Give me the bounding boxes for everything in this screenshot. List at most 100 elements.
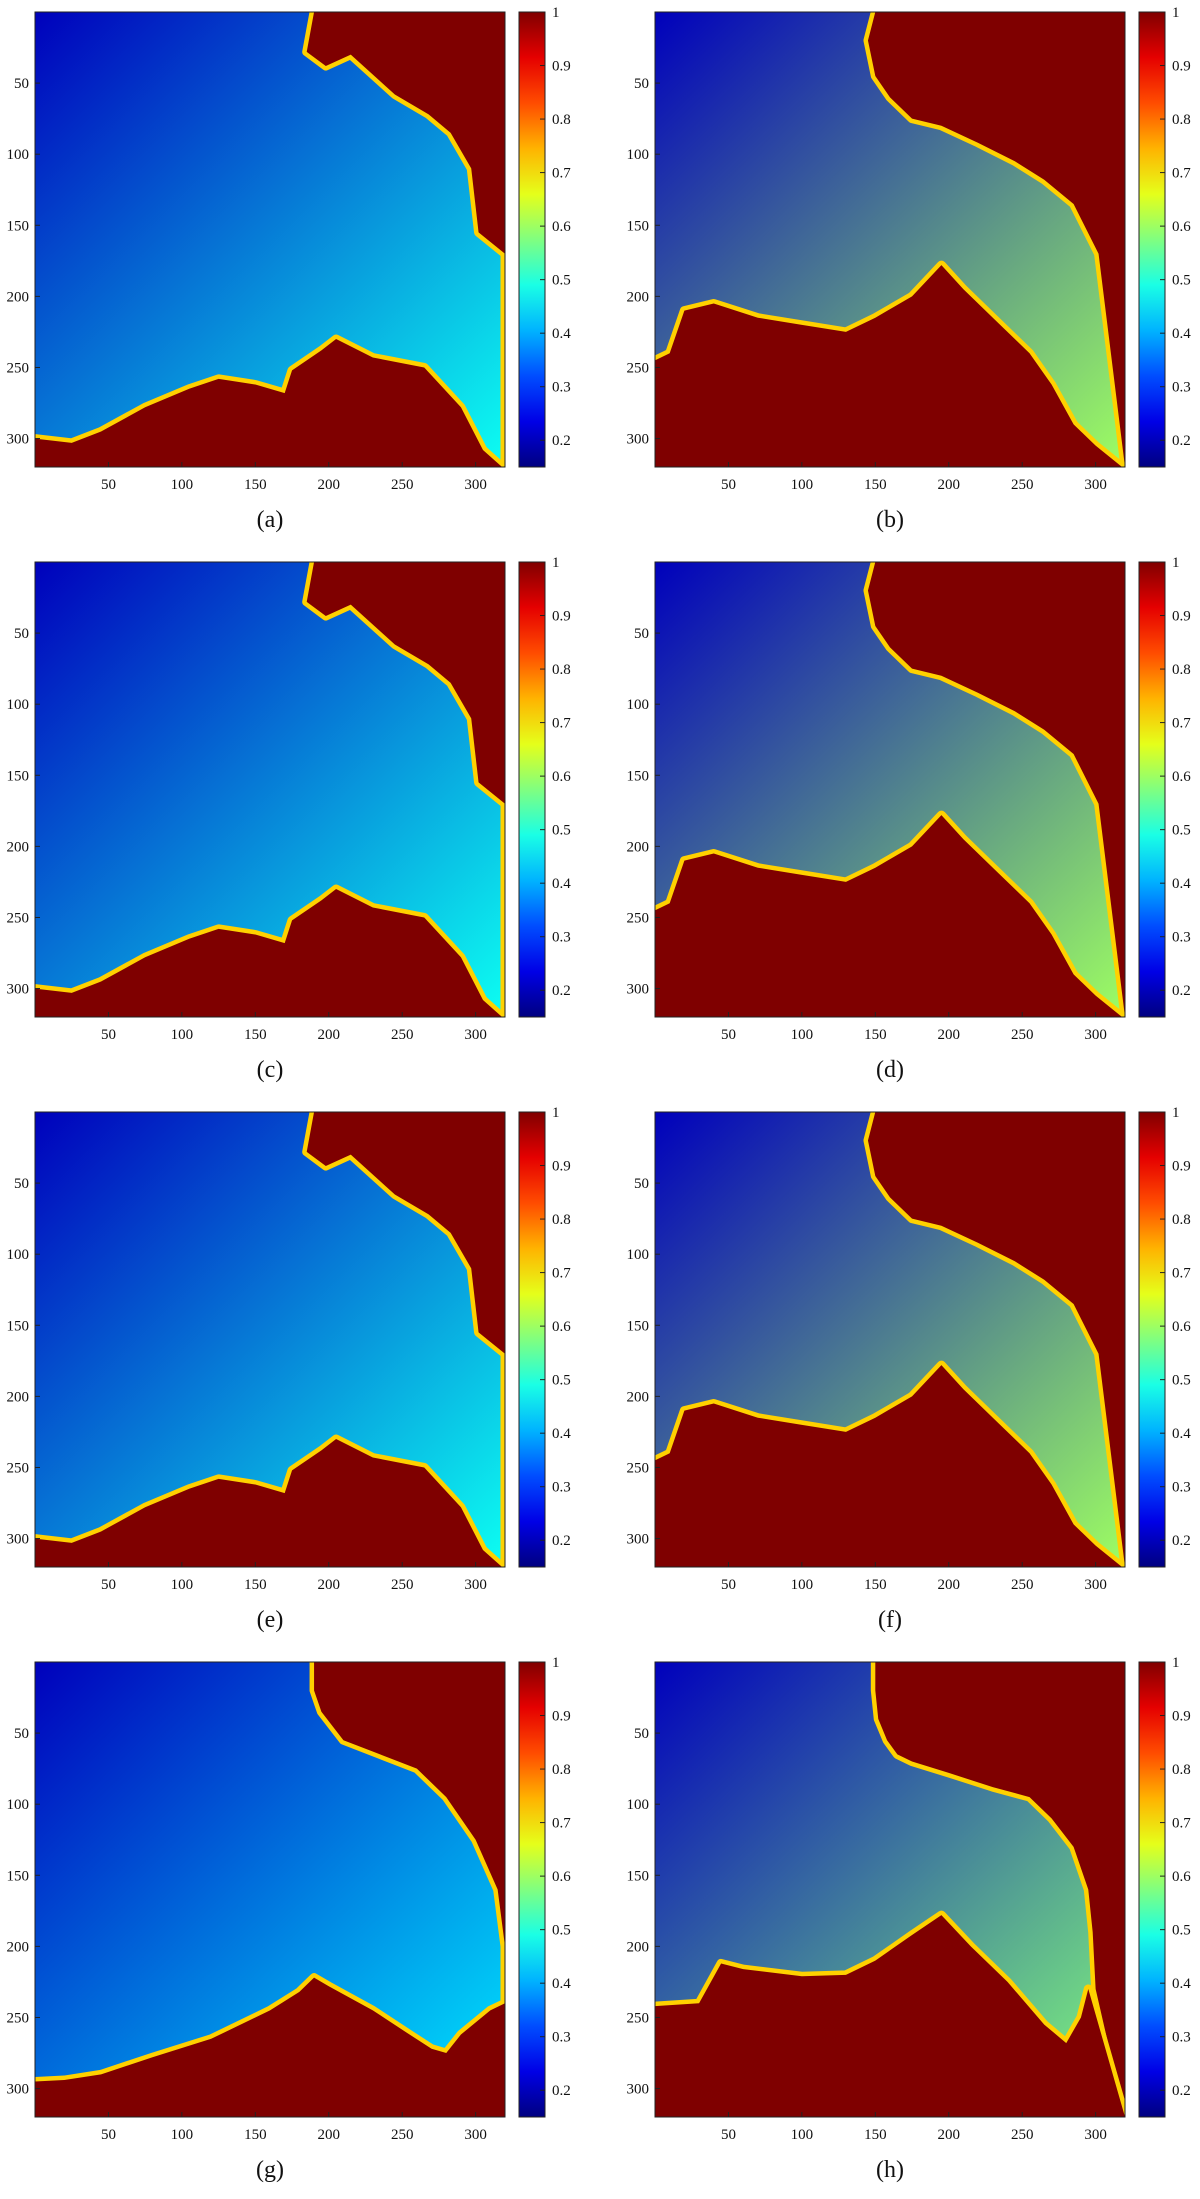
y-tick-label: 100	[7, 1247, 30, 1263]
y-tick-label: 50	[14, 76, 29, 92]
colorbar-tick-label: 0.5	[1172, 273, 1191, 289]
y-tick-label: 250	[627, 2010, 650, 2026]
x-tick-label: 300	[1084, 2127, 1107, 2143]
panel-caption: (d)	[876, 1057, 904, 1083]
colorbar-tick-label: 0.5	[552, 1373, 571, 1389]
colorbar-tick-label: 0.7	[1172, 1266, 1191, 1282]
x-tick-label: 50	[721, 477, 736, 493]
y-tick-label: 250	[627, 910, 650, 926]
x-tick-label: 100	[791, 477, 814, 493]
colorbar-tick-label: 1	[552, 555, 560, 571]
heatmap-a-plot	[35, 12, 505, 467]
colorbar-tick-label: 1	[1172, 1655, 1180, 1671]
heatmap-f-saturated-region-bottom	[655, 1365, 1125, 1567]
y-tick-label: 150	[627, 1868, 650, 1884]
x-tick-label: 150	[864, 1577, 887, 1593]
y-tick-label: 100	[627, 147, 650, 163]
colorbar-tick-label: 0.8	[1172, 1762, 1191, 1778]
colorbar-tick-label: 0.3	[1172, 1480, 1191, 1496]
x-tick-label: 150	[864, 2127, 887, 2143]
y-tick-label: 50	[14, 1726, 29, 1742]
x-tick-label: 150	[864, 1027, 887, 1043]
colorbar-tick-label: 0.7	[1172, 1816, 1191, 1832]
y-tick-label: 300	[627, 982, 650, 998]
y-tick-label: 200	[7, 1389, 30, 1405]
colorbar-tick-label: 0.6	[552, 1319, 571, 1335]
colorbar-tick-label: 0.2	[552, 433, 571, 449]
colorbar-tick-label: 0.6	[552, 769, 571, 785]
colorbar-tick-label: 0.6	[552, 219, 571, 235]
colorbar-tick-label: 0.2	[552, 1533, 571, 1549]
colorbar-tick-label: 0.4	[552, 1426, 571, 1442]
colorbar-tick-label: 0.7	[552, 166, 571, 182]
panel-caption: (c)	[257, 1057, 284, 1083]
colorbar-tick-label: 0.9	[1172, 59, 1191, 75]
colorbar-tick-label: 0.6	[1172, 219, 1191, 235]
y-tick-label: 200	[627, 1939, 650, 1955]
colorbar-tick-label: 0.3	[552, 2030, 571, 2046]
x-tick-label: 200	[318, 2127, 341, 2143]
x-tick-label: 50	[101, 477, 116, 493]
x-tick-label: 200	[938, 1027, 961, 1043]
heatmap-c-plot	[35, 562, 505, 1017]
y-tick-label: 100	[627, 1797, 650, 1813]
y-tick-label: 200	[627, 839, 650, 855]
panel-c: 50 100 150 200 250 300 50 100 150 200 250 300 0.2 0.3…	[7, 555, 572, 1083]
panel-g: 50 100 150 200 250 300 50 100 150 200 250 300 0.2 0.3…	[7, 1655, 572, 2183]
x-tick-label: 100	[171, 2127, 194, 2143]
panel-caption: (f)	[878, 1607, 902, 1633]
x-tick-label: 100	[171, 1027, 194, 1043]
panel-caption: (h)	[876, 2157, 904, 2183]
y-tick-label: 150	[7, 1868, 30, 1884]
colorbar-tick-label: 0.4	[552, 326, 571, 342]
y-tick-label: 150	[627, 768, 650, 784]
y-tick-label: 50	[634, 1176, 649, 1192]
colorbar-tick-label: 0.8	[1172, 1212, 1191, 1228]
x-tick-label: 150	[244, 1027, 267, 1043]
colorbar-tick-label: 0.9	[552, 609, 571, 625]
y-tick-label: 100	[627, 1247, 650, 1263]
y-tick-label: 250	[627, 360, 650, 376]
colorbar-g	[518, 1661, 546, 2118]
colorbar-tick-label: 0.9	[552, 59, 571, 75]
colorbar-tick-label: 0.6	[1172, 1319, 1191, 1335]
y-tick-label: 150	[7, 1318, 30, 1334]
colorbar-tick-label: 0.2	[552, 2083, 571, 2099]
heatmap-g-saturated-region-bottom	[35, 1977, 505, 2117]
colorbar-tick-label: 0.9	[1172, 1159, 1191, 1175]
heatmap-a-saturated-region-top	[306, 12, 505, 467]
y-tick-label: 200	[627, 289, 650, 305]
colorbar-tick-label: 0.7	[1172, 716, 1191, 732]
x-tick-label: 100	[791, 2127, 814, 2143]
heatmap-g-saturated-region-top	[314, 1662, 505, 2117]
colorbar-tick-label: 0.2	[1172, 1533, 1191, 1549]
colorbar-tick-label: 0.7	[552, 1266, 571, 1282]
heatmap-f-plot	[655, 1112, 1125, 1567]
y-tick-label: 50	[634, 1726, 649, 1742]
colorbar-tick-label: 0.6	[1172, 769, 1191, 785]
panel-caption: (b)	[876, 507, 904, 533]
x-tick-label: 250	[391, 1027, 414, 1043]
x-tick-label: 50	[721, 1577, 736, 1593]
heatmap-h-saturated-region-top	[875, 1662, 1125, 2117]
x-tick-label: 300	[1084, 1027, 1107, 1043]
panel-caption: (a)	[257, 507, 284, 533]
colorbar-tick-label: 0.2	[1172, 433, 1191, 449]
x-tick-label: 250	[1011, 2127, 1034, 2143]
y-tick-label: 300	[7, 1532, 30, 1548]
colorbar-tick-label: 0.9	[552, 1159, 571, 1175]
colorbar-tick-label: 0.6	[1172, 1869, 1191, 1885]
colorbar-tick-label: 0.7	[552, 1816, 571, 1832]
colorbar-f	[1138, 1111, 1166, 1568]
heatmap-e-saturated-region-bottom	[35, 1439, 505, 1567]
x-tick-label: 50	[721, 2127, 736, 2143]
colorbar-tick-label: 0.7	[552, 716, 571, 732]
heatmap-d-saturated-region-bottom	[655, 815, 1125, 1017]
colorbar-tick-label: 1	[1172, 5, 1180, 21]
y-tick-label: 200	[7, 839, 30, 855]
y-tick-label: 300	[627, 1532, 650, 1548]
heatmap-d-frame	[654, 561, 1126, 1018]
y-tick-label: 300	[627, 2082, 650, 2098]
heatmap-c-saturated-region-bottom	[35, 889, 505, 1017]
y-tick-label: 300	[627, 432, 650, 448]
